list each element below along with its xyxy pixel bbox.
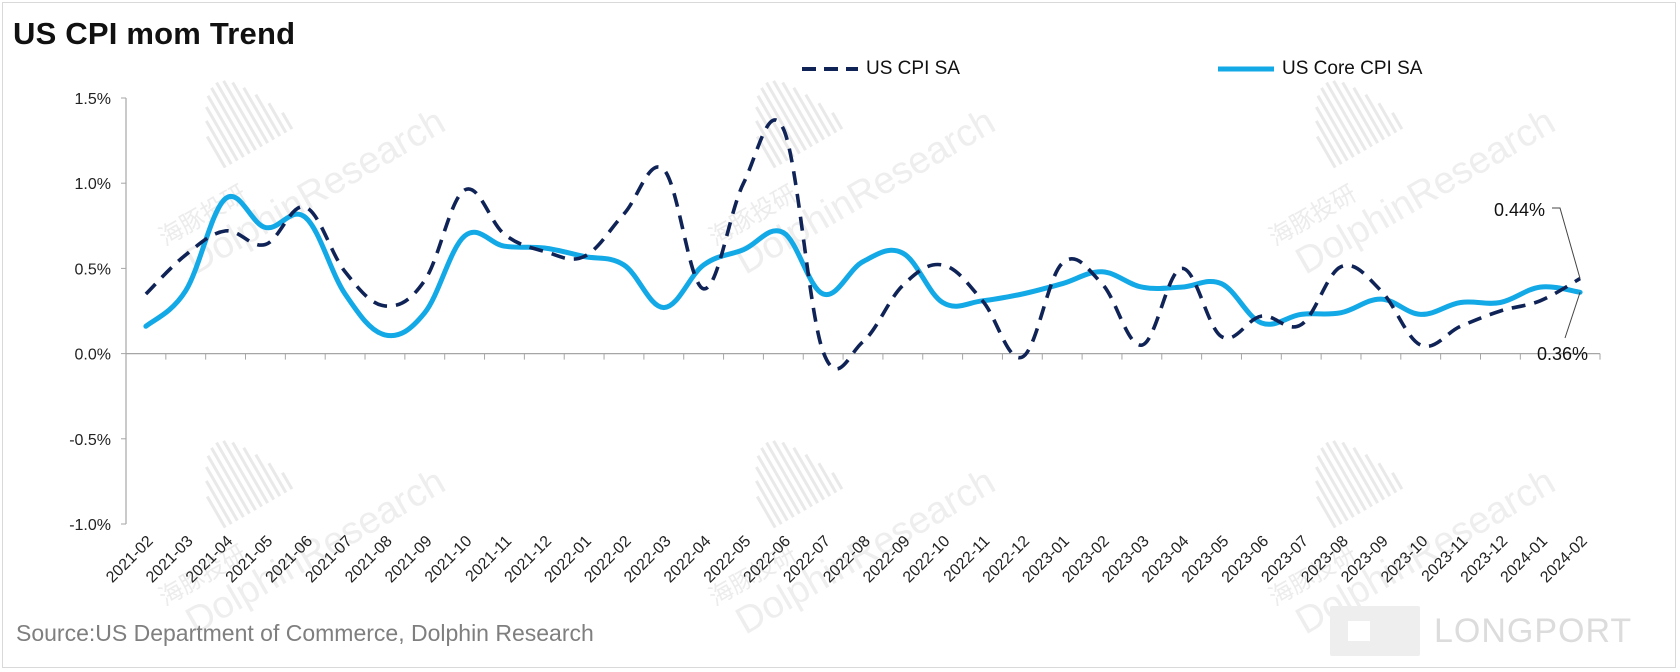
annotation-label: 0.36%: [1537, 344, 1588, 364]
y-tick-label: 1.5%: [75, 91, 111, 108]
brand-text: LONGPORT: [1434, 611, 1633, 650]
legend-cpi-swatch: [800, 62, 860, 76]
axes: 1.5%1.0%0.5%0.0%-0.5%-1.0%2021-022021-03…: [69, 91, 1601, 586]
y-tick-label: 0.5%: [75, 261, 111, 278]
annotation-leader: [1552, 207, 1581, 279]
legend-cpi-label: US CPI SA: [866, 58, 960, 79]
y-tick-label: -1.0%: [69, 517, 111, 534]
brand-logo-icon: [1330, 606, 1420, 656]
watermark-bars-icon: [755, 80, 844, 169]
y-tick-label: 0.0%: [75, 347, 111, 364]
legend-core-cpi-label: US Core CPI SA: [1282, 58, 1423, 79]
watermark-bars-icon: [1315, 440, 1404, 529]
watermark-bars-icon: [205, 80, 294, 169]
annotation-leader: [1564, 292, 1581, 339]
series-layer: [143, 118, 1583, 371]
watermark-bars-icon: [1315, 80, 1404, 169]
legend-core-cpi-swatch: [1216, 62, 1276, 76]
series-line-core-cpi: [143, 193, 1583, 339]
brand-watermark: LONGPORT: [1330, 606, 1632, 656]
annotation-label: 0.44%: [1494, 200, 1545, 220]
y-tick-label: 1.0%: [75, 176, 111, 193]
source-note: Source:US Department of Commerce, Dolphi…: [16, 620, 594, 646]
legend-cpi: US CPI SA: [800, 58, 960, 80]
series-line-cpi: [144, 118, 1581, 371]
chart-title: US CPI mom Trend: [13, 16, 296, 51]
y-tick-label: -0.5%: [69, 432, 111, 449]
watermark-bars-icon: [755, 440, 844, 529]
annotation-layer: 0.44% 0.36%: [1494, 200, 1588, 364]
watermark-bars-icon: [205, 440, 294, 529]
legend-core-cpi: US Core CPI SA: [1216, 58, 1422, 80]
